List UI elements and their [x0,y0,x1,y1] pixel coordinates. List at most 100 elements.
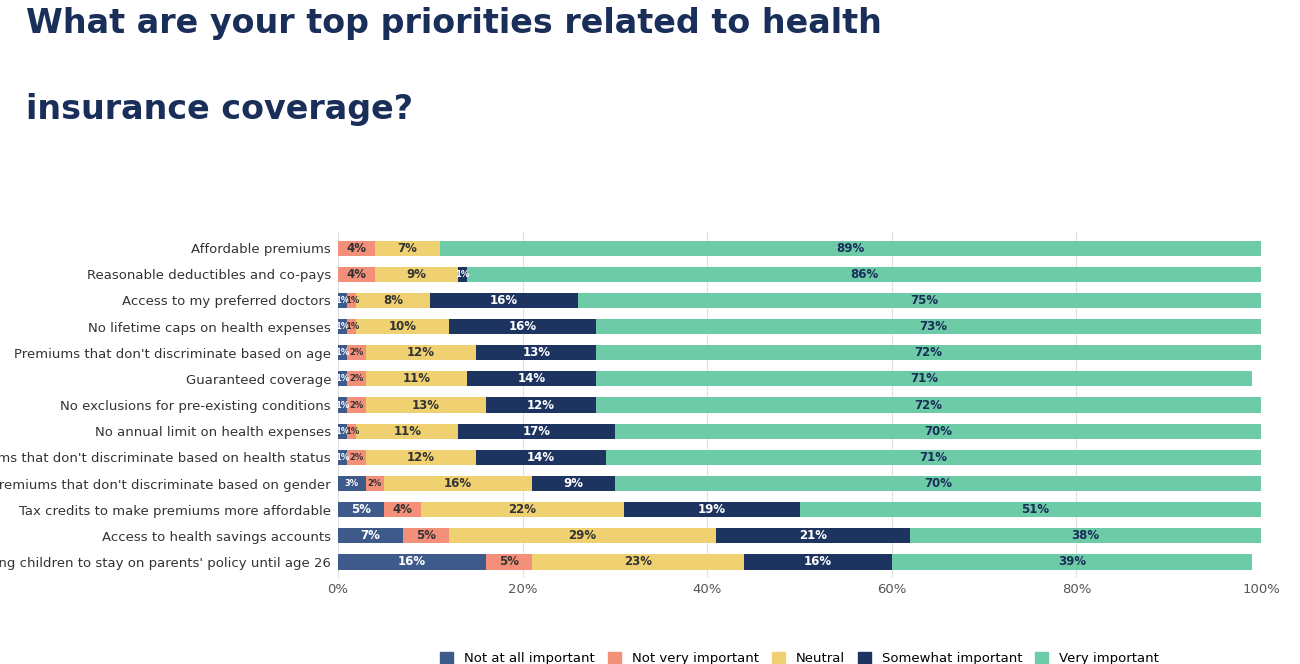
Text: 75%: 75% [910,294,939,307]
Bar [374,240,439,256]
Text: 2%: 2% [350,400,364,410]
Bar [532,476,615,491]
Text: 7%: 7% [398,242,417,254]
Text: 1%: 1% [335,348,350,357]
Text: 1%: 1% [335,322,350,331]
Text: 2%: 2% [350,453,364,462]
Bar [365,450,476,465]
Bar [615,476,1261,491]
Bar [338,267,374,282]
Text: 1%: 1% [335,374,350,383]
Text: 10%: 10% [389,320,416,333]
Text: 16%: 16% [398,556,426,568]
Text: 3%: 3% [344,479,359,488]
Bar [477,450,606,465]
Text: 12%: 12% [407,451,436,464]
Bar [347,424,356,439]
Text: 1%: 1% [335,296,350,305]
Bar [385,476,532,491]
Text: 4%: 4% [347,268,367,281]
Text: 2%: 2% [368,479,382,488]
Bar [356,424,458,439]
Bar [597,371,1252,386]
Text: 5%: 5% [351,503,370,516]
Bar [486,398,597,412]
Bar [430,293,578,308]
Text: 29%: 29% [568,529,597,542]
Text: 51%: 51% [1020,503,1049,516]
Text: 22%: 22% [508,503,537,516]
Bar [338,240,374,256]
Text: 17%: 17% [523,425,550,438]
Bar [347,293,356,308]
Bar [910,529,1261,543]
Text: 19%: 19% [698,503,725,516]
Bar [338,345,347,361]
Bar [578,293,1270,308]
Bar [338,293,347,308]
Bar [347,398,365,412]
Text: 12%: 12% [526,398,555,412]
Bar [486,554,532,570]
Bar [615,424,1261,439]
Bar [338,450,347,465]
Text: 70%: 70% [924,477,952,490]
Bar [448,319,597,334]
Bar [347,450,365,465]
Text: 1%: 1% [344,427,359,436]
Bar [467,267,1261,282]
Bar [597,319,1270,334]
Text: 16%: 16% [508,320,537,333]
Bar [421,502,624,517]
Text: 38%: 38% [1071,529,1100,542]
Bar [365,476,385,491]
Bar [347,345,365,361]
Bar [716,529,910,543]
Text: 11%: 11% [403,373,430,385]
Text: 86%: 86% [850,268,879,281]
Bar [467,371,597,386]
Bar [338,554,486,570]
Bar [800,502,1270,517]
Text: 9%: 9% [563,477,584,490]
Text: insurance coverage?: insurance coverage? [26,93,413,126]
Bar [365,345,476,361]
Bar [338,371,347,386]
Bar [458,267,467,282]
Bar [338,529,403,543]
Text: 9%: 9% [407,268,426,281]
Text: 7%: 7% [360,529,380,542]
Bar [597,345,1261,361]
Bar [744,554,892,570]
Text: 1%: 1% [344,296,359,305]
Bar [338,319,347,334]
Text: 89%: 89% [836,242,864,254]
Text: 16%: 16% [443,477,472,490]
Bar [385,502,421,517]
Text: 5%: 5% [499,556,519,568]
Bar [347,371,365,386]
Text: 71%: 71% [910,373,939,385]
Bar [624,502,800,517]
Text: 2%: 2% [350,374,364,383]
Text: 13%: 13% [412,398,439,412]
Bar [338,398,347,412]
Text: 71%: 71% [919,451,948,464]
Text: 8%: 8% [384,294,403,307]
Text: 14%: 14% [517,373,546,385]
Text: 4%: 4% [393,503,412,516]
Text: 16%: 16% [803,556,832,568]
Bar [374,267,458,282]
Bar [338,476,365,491]
Text: 72%: 72% [915,346,942,359]
Text: 72%: 72% [915,398,942,412]
Text: 1%: 1% [335,427,350,436]
Text: 1%: 1% [455,270,469,279]
Text: 21%: 21% [800,529,827,542]
Bar [356,319,448,334]
Text: 4%: 4% [347,242,367,254]
Bar [606,450,1261,465]
Text: What are your top priorities related to health: What are your top priorities related to … [26,7,881,40]
Text: 39%: 39% [1058,556,1085,568]
Text: 1%: 1% [335,400,350,410]
